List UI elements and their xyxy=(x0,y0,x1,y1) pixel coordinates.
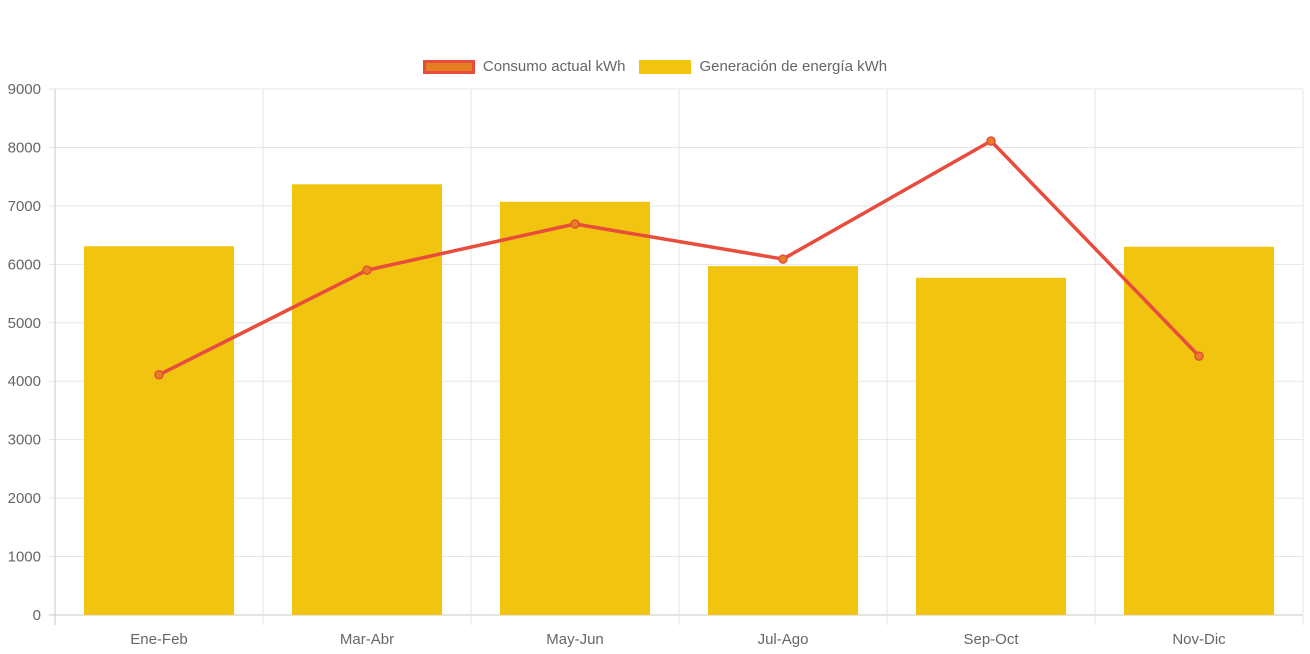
y-tick-label: 4000 xyxy=(8,373,41,390)
y-tick-label: 6000 xyxy=(8,256,41,273)
legend-swatch-generacion xyxy=(639,59,692,74)
bar-generacion xyxy=(84,246,234,615)
point-consumo xyxy=(986,136,996,146)
y-tick-label: 7000 xyxy=(8,198,41,215)
y-tick-label: 9000 xyxy=(8,81,41,98)
y-tick-label: 5000 xyxy=(8,315,41,332)
y-tick-label: 8000 xyxy=(8,139,41,156)
legend-item-consumo[interactable]: Consumo actual kWh xyxy=(422,58,626,75)
y-tick-label: 3000 xyxy=(8,432,41,449)
point-consumo xyxy=(154,370,164,380)
x-tick-label: May-Jun xyxy=(546,631,604,648)
point-consumo xyxy=(570,219,580,229)
point-consumo xyxy=(778,254,788,264)
legend: Consumo actual kWh Generación de energía… xyxy=(0,58,1310,75)
x-tick-label: Sep-Oct xyxy=(963,631,1019,648)
x-tick-label: Mar-Abr xyxy=(340,631,394,648)
y-tick-label: 0 xyxy=(33,607,41,624)
bar-generacion xyxy=(708,266,858,615)
bar-generacion xyxy=(500,201,650,615)
x-tick-label: Nov-Dic xyxy=(1172,631,1226,648)
bar-generacion xyxy=(916,277,1066,615)
point-consumo xyxy=(362,265,372,275)
y-tick-label: 2000 xyxy=(8,490,41,507)
legend-label-consumo: Consumo actual kWh xyxy=(482,58,626,75)
legend-swatch-consumo xyxy=(422,59,475,74)
legend-item-generacion[interactable]: Generación de energía kWh xyxy=(639,58,887,75)
bar-generacion xyxy=(1124,246,1274,616)
x-tick-label: Ene-Feb xyxy=(130,631,188,648)
line-consumo xyxy=(158,139,1201,377)
point-consumo xyxy=(1194,351,1204,361)
legend-label-generacion: Generación de energía kWh xyxy=(699,58,888,75)
bar-generacion xyxy=(292,184,442,615)
y-tick-label: 1000 xyxy=(8,549,41,566)
x-tick-label: Jul-Ago xyxy=(758,631,809,648)
